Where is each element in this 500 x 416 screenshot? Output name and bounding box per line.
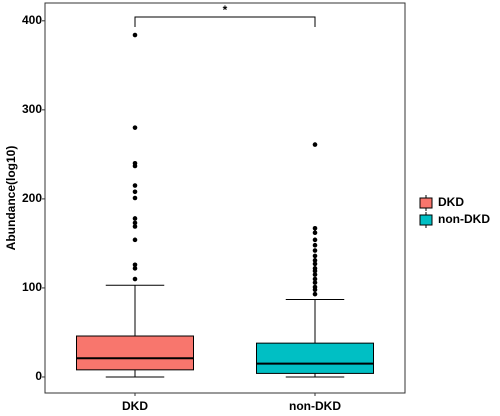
legend-label: DKD [438,195,464,209]
outlier [312,287,318,293]
y-axis-label: Abundance(log10) [4,146,18,251]
outlier [132,163,138,169]
significance-bracket [134,16,316,27]
outlier [132,224,138,229]
outlier [312,242,318,248]
y-tick-label: 400 [22,13,42,27]
outlier [132,237,138,243]
outlier [312,253,318,259]
legend-label: non-DKD [438,212,490,226]
outlier [132,276,138,282]
outlier [312,248,318,253]
x-tick-label: non-DKD [289,399,341,411]
outlier [132,195,138,201]
outlier [312,142,318,147]
x-tick-label: DKD [122,399,148,411]
outlier [132,189,138,195]
outlier [312,237,318,243]
y-tick-label: 100 [22,280,42,294]
outlier [312,261,318,267]
outlier [132,183,138,188]
outlier [132,266,138,271]
box [76,335,194,371]
y-tick-label: 300 [22,102,42,116]
outlier [132,32,138,38]
outlier [132,216,138,221]
outlier [312,230,318,236]
outlier [132,125,138,130]
y-tick-label: 0 [35,369,42,383]
y-tick-label: 200 [22,191,42,205]
outlier [132,220,138,226]
box [256,342,374,374]
outlier [312,225,318,231]
panel [44,2,406,394]
outlier [132,262,138,268]
outlier [312,276,318,282]
outlier [312,280,318,285]
significance-label: * [223,3,228,17]
outlier [312,291,318,297]
legend-key [419,197,433,209]
outlier [312,268,318,274]
outlier [312,272,318,277]
legend-key [419,214,433,226]
outlier [312,258,318,263]
